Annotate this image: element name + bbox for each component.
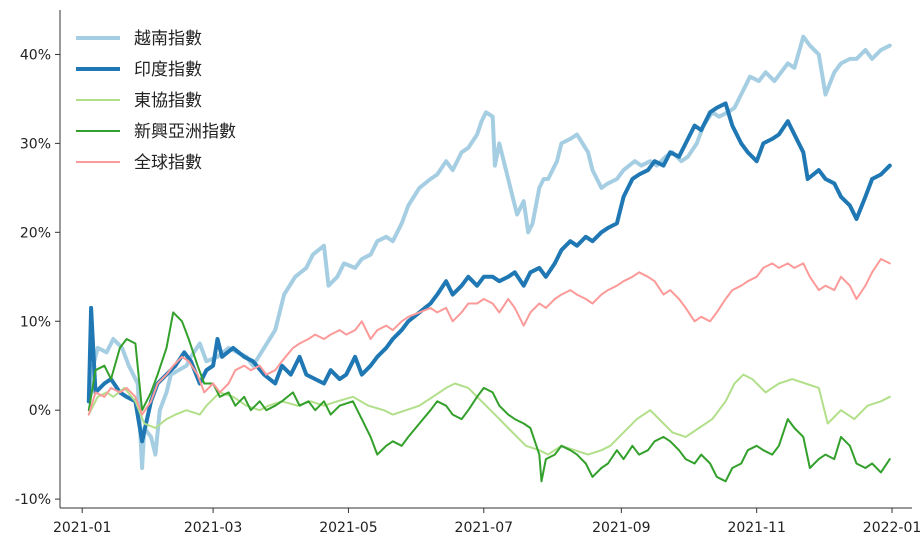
- x-tick-label: 2021-11: [727, 520, 786, 536]
- x-tick-label: 2021-07: [455, 520, 514, 536]
- series-line-1: [86, 101, 892, 444]
- x-axis-ticks: 2021-01 2021-03 2021-05 2021-07 2021-09 2021-…: [53, 508, 921, 536]
- y-axis-ticks: -10% 0% 10% 20% 30% 40%: [15, 47, 60, 508]
- axes: [59, 10, 912, 509]
- legend-label: 東協指數: [134, 91, 202, 111]
- series-line-0: [86, 34, 892, 470]
- y-tick-label: 30%: [20, 136, 51, 152]
- series-line-2: [87, 373, 891, 456]
- y-tick-label: 10%: [20, 314, 51, 330]
- x-tick-label: 2021-05: [319, 520, 378, 536]
- x-tick-label: 2022-01: [863, 520, 922, 536]
- x-tick-label: 2021-09: [592, 520, 651, 536]
- legend-label: 新興亞洲指數: [134, 122, 236, 142]
- legend-label: 越南指數: [134, 29, 202, 49]
- series-line-3: [87, 311, 891, 483]
- y-tick-label: 40%: [20, 47, 51, 63]
- x-tick-label: 2021-01: [53, 520, 112, 536]
- series-lines: [86, 34, 892, 483]
- y-tick-label: 20%: [20, 225, 51, 241]
- y-tick-label: 0%: [29, 403, 51, 419]
- x-tick-label: 2021-03: [184, 520, 243, 536]
- y-tick-label: -10%: [15, 492, 51, 508]
- legend-label: 印度指數: [134, 60, 202, 80]
- series-line-4: [87, 258, 891, 416]
- legend-label: 全球指數: [134, 153, 202, 173]
